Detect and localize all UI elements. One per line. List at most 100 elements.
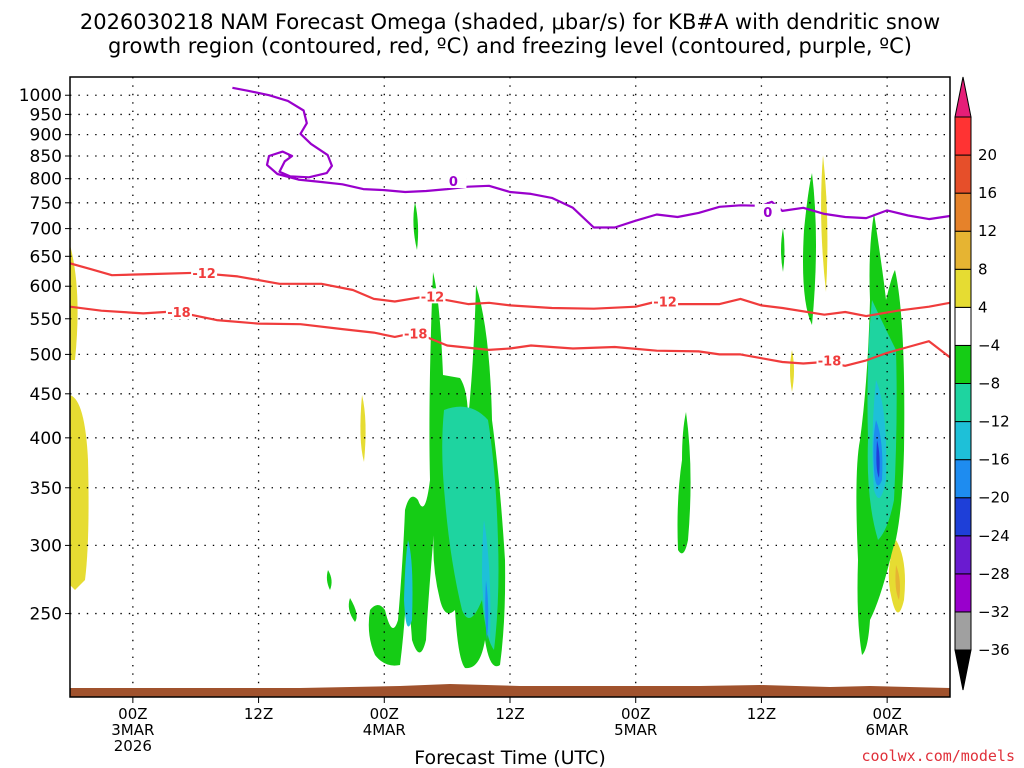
x-tick-label: 00Z (370, 705, 399, 723)
colorbar-swatch (954, 459, 972, 499)
y-tick-label: 300 (30, 536, 62, 556)
colorbar-tick-label: −16 (978, 451, 1010, 469)
chart-title-line2: growth region (contoured, red, ºC) and f… (108, 34, 912, 58)
contour-label: 0 (763, 206, 772, 221)
x-tick-label: 2026 (114, 737, 152, 755)
contour-label: -18 (818, 354, 842, 369)
colorbar-tick-label: 16 (978, 184, 997, 202)
colorbar-tick-label: 20 (978, 146, 997, 164)
terrain-surface (70, 684, 950, 697)
chart-title-line1: 2026030218 NAM Forecast Omega (shaded, μ… (80, 10, 940, 34)
colorbar-swatch (954, 268, 972, 308)
x-tick-label: 5MAR (614, 721, 657, 739)
x-tick-label: 00Z (872, 705, 901, 723)
y-tick-label: 400 (30, 429, 62, 449)
credit-text: coolwx.com/models (861, 747, 1015, 765)
shade-rising-blob2 (348, 598, 357, 622)
colorbar-swatch (954, 421, 972, 461)
contour-label: -12 (192, 267, 216, 282)
contour-label-bg (754, 203, 781, 219)
x-tick-label: 12Z (495, 705, 524, 723)
contour-label-bg (652, 293, 679, 309)
y-tick-label: 600 (30, 277, 62, 297)
colorbar-tick-label: −20 (978, 489, 1010, 507)
colorbar-tick-label: −36 (978, 641, 1010, 659)
y-tick-label: 800 (30, 170, 62, 190)
shade-sinking-right-core (895, 565, 900, 600)
contours: -18 -18 -18 -12 -12 -12 0 0 (70, 86, 950, 369)
x-tick-label: 00Z (621, 705, 650, 723)
colorbar-tick-label: 4 (978, 298, 988, 316)
shade-rising-blob1 (413, 202, 419, 250)
shade-rising-main-blue2 (482, 520, 491, 640)
shade-weak-sinking-left (70, 245, 78, 360)
colorbar-tick-label: −12 (978, 413, 1010, 431)
shade-weak-sinking-left-lower (70, 395, 89, 590)
colorbar-tick-label: −24 (978, 527, 1010, 545)
y-tick-label: 850 (30, 147, 62, 167)
shade-weak-sinking-blob1 (360, 395, 366, 462)
colorbar-swatch (954, 611, 972, 651)
shade-rising-right2 (781, 228, 785, 272)
contour-label: -12 (653, 295, 677, 310)
contour-label-bg (816, 352, 843, 368)
x-tick-label: 12Z (244, 705, 273, 723)
x-tick-label: 3MAR (111, 721, 154, 739)
colorbar-swatch (954, 154, 972, 194)
colorbar-swatch (954, 192, 972, 232)
x-tick-label: 00Z (118, 705, 147, 723)
y-tick-label: 700 (30, 220, 62, 240)
y-tick-label: 450 (30, 385, 62, 405)
colorbar-swatch (954, 116, 972, 156)
contour-label: -12 (421, 290, 445, 305)
colorbar-swatch (954, 535, 972, 575)
plot-area (70, 77, 950, 697)
y-tick-label: 550 (30, 310, 62, 330)
contour--18 (70, 305, 950, 367)
shade-weak-sinking-right1 (821, 155, 828, 292)
y-axis: 2503003504004505005506006507007508008509… (19, 86, 70, 625)
x-axis-label: Forecast Time (UTC) (414, 747, 605, 768)
shade-rising-5mar (677, 412, 691, 554)
shade-rising-blob3 (326, 570, 332, 590)
contour-label-bg (440, 173, 467, 189)
x-tick-label: 6MAR (866, 721, 909, 739)
contour-label-bg (191, 264, 218, 280)
contour-label: -18 (167, 306, 191, 321)
y-tick-label: 750 (30, 194, 62, 214)
colorbar-tick-label: 8 (978, 260, 988, 278)
y-tick-label: 500 (30, 345, 62, 365)
omega-shading (70, 155, 905, 669)
y-tick-label: 650 (30, 247, 62, 267)
contour-label-bg (165, 304, 192, 320)
contour-label-bg (419, 288, 446, 304)
colorbar-tick-label: 12 (978, 222, 997, 240)
y-tick-label: 1000 (19, 86, 62, 106)
contour--12 (70, 262, 950, 318)
colorbar-tick-label: −28 (978, 565, 1010, 583)
y-tick-label: 250 (30, 605, 62, 625)
colorbar-swatch (954, 230, 972, 270)
contour-label-bg (402, 325, 429, 341)
contour-label: 0 (449, 175, 458, 190)
shade-rising-right-core (876, 440, 880, 478)
y-tick-label: 900 (30, 126, 62, 146)
colorbar: −36 −32 −28 −24 −20 −16 −12 −8 −4 4 8 12 16 20 (954, 76, 1010, 691)
colorbar-swatch (954, 573, 972, 613)
x-tick-label: 4MAR (363, 721, 406, 739)
shade-weak-sinking-right2 (790, 350, 794, 392)
colorbar-tick-label: −32 (978, 603, 1010, 621)
colorbar-swatch (954, 306, 972, 346)
y-tick-label: 350 (30, 479, 62, 499)
contour-label: -18 (404, 327, 428, 342)
colorbar-tick-label: −8 (978, 375, 1000, 393)
shade-rising-main-blue3 (485, 580, 489, 640)
colorbar-swatch (954, 383, 972, 423)
x-tick-label: 12Z (747, 705, 776, 723)
y-tick-label: 950 (30, 105, 62, 125)
colorbar-swatch (954, 497, 972, 537)
colorbar-under-triangle (954, 649, 972, 691)
colorbar-swatch (954, 344, 972, 384)
